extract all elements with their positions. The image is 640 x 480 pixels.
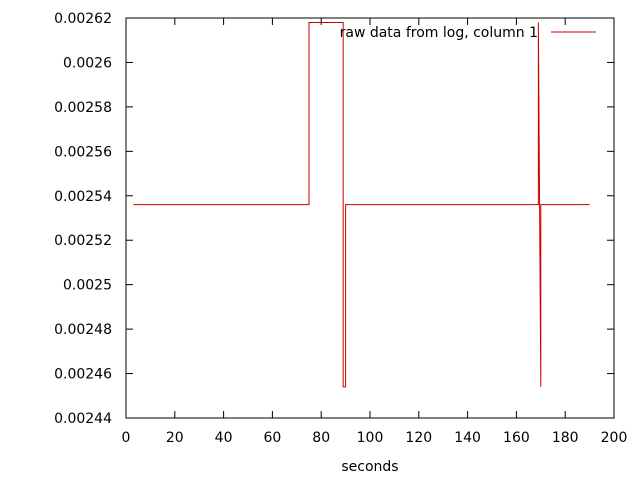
y-tick-label: 0.00258 [54, 100, 112, 116]
x-axis-label: seconds [341, 459, 398, 475]
ticks-layer: 0 20 40 60 80 100 120 140 160 180 200 0.00244 0.0024… [54, 11, 627, 446]
x-tick-label: 120 [405, 430, 432, 446]
y-tick-label: 0.00262 [54, 11, 112, 27]
y-tick-label: 0.0025 [63, 278, 112, 294]
y-tick-label: 0.00248 [54, 322, 112, 338]
legend-label: raw data from log, column 1 [340, 25, 538, 41]
plot-layer [133, 21, 590, 388]
y-tick-label: 0.00246 [54, 367, 112, 383]
x-tick-label: 160 [503, 430, 530, 446]
y-tick-label: 0.00256 [54, 144, 112, 160]
x-tick-label: 180 [552, 430, 579, 446]
y-tick-label: 0.0026 [63, 55, 112, 71]
x-tick-label: 40 [215, 430, 233, 446]
y-tick-label: 0.00252 [54, 233, 112, 249]
x-tick-label: 140 [454, 430, 481, 446]
y-tick-label: 0.00244 [54, 411, 112, 427]
x-tick-label: 100 [357, 430, 384, 446]
series-line-0 [133, 21, 590, 388]
x-tick-label: 80 [312, 430, 330, 446]
x-tick-label: 20 [166, 430, 184, 446]
x-tick-label: 60 [263, 430, 281, 446]
x-tick-label: 200 [601, 430, 628, 446]
y-tick-label: 0.00254 [54, 189, 112, 205]
x-tick-label: 0 [122, 430, 131, 446]
legend: raw data from log, column 1 [340, 25, 596, 41]
